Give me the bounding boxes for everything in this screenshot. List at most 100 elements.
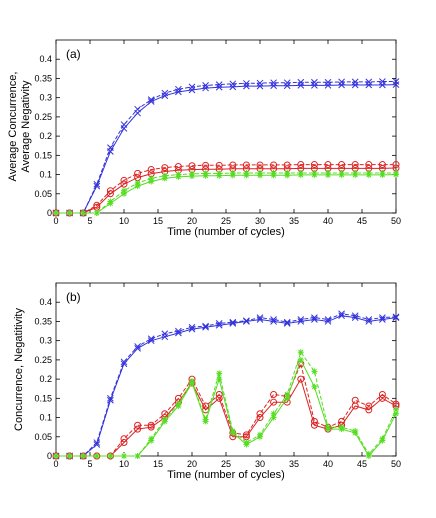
panel-a-series-3-point-6 [134,169,142,177]
panel-b-series-2-point-19 [310,421,318,429]
panel-b-xtick-label-4: 20 [187,459,197,469]
panel-a-series-3-point-17 [283,161,291,169]
panel-a-series-3-point-22 [351,161,359,169]
panel-b-ylabel-0: Concurrence, Negatitivity [13,308,25,431]
panel-a-series-0-point-16-b [270,82,277,90]
panel-a-series-1-point-16-b [270,79,277,87]
panel-a-series-1-point-7-b [147,96,155,103]
panel-b-series-3-point-5 [120,435,128,443]
panel-a-series-1 [52,78,400,217]
panel-b-xlabel: Time (number of cycles) [167,469,285,481]
panel-b-series-5-point-9-d2 [175,401,181,407]
panel-b-series-0-point-24-b [379,316,386,323]
panel-b-series-2-point-23 [365,406,373,414]
panel-b-series-5-point-23-d2 [366,451,372,457]
panel-a-xtick-label-1: 5 [87,216,92,226]
panel-a-series-0-point-8-b [161,92,169,100]
panel-a-series-3-point-13 [229,161,237,169]
panel-b-series-1-point-7-b [147,335,155,343]
panel-a-series-5-point-18-d2 [298,170,304,176]
panel-a-series-1-point-11-b [202,82,209,89]
panel-b-xtick-label-8: 40 [323,459,333,469]
panel-a-series-0-point-20-b [324,82,332,89]
panel-a-series-1-point-4-b [107,144,114,151]
panel-b-xtick-label-0: 0 [53,459,58,469]
panel-b-series-0-point-22-b [351,314,359,321]
panel-b-series-5-point-21-d2 [339,424,345,430]
panel-b-ytick-label-8: 0.4 [39,297,52,307]
panel-b-series-3-point-22 [351,396,359,404]
panel-b-series-2-point-7 [147,423,155,431]
panel-a-series-3-point-20 [324,161,332,169]
panel-a-series-0-point-7-b [147,98,155,105]
panel-a-series-5-point-8-d2 [162,173,168,179]
panel-a-series-0-point-9-b [175,88,182,96]
panel-b-series-0-point-7-b [147,337,155,345]
panel-a: 0 5 10 15 20 25 30 35 40 45 50 0 0.05 0.1 0.15 0.2 0.25 0… [7,39,401,238]
panel-b-series-1-point-16-b [270,316,277,323]
panel-b-series-5-point-19-d2 [311,368,317,374]
panel-b-xtick-label-3: 15 [153,459,163,469]
panel-a-series-1-point-5-b [120,121,128,128]
panel-a-series-1-point-3-b [93,180,101,188]
panel-a-series-0-point-23-b [365,81,373,89]
panel-b-series-0-point-21-b [338,312,345,320]
panel-a-series-1-point-22-b [351,78,359,86]
panel-a-series-5-point-21-d2 [339,170,345,176]
panel-b-series-2-line [56,377,397,457]
panel-a-series-3-point-23 [365,161,373,169]
panel-b-series-1-point-5-b [120,358,128,366]
panel-a-ytick-label-5: 0.25 [34,112,52,122]
panel-a-series-5-point-23-d2 [366,170,372,176]
panel-a-ytick-label-3: 0.15 [34,150,52,160]
panel-b-series-5-point-7-d2 [148,436,154,442]
panel-b-series-4-point-17-d2 [284,395,290,401]
panel-a-series-5-point-5-d2 [121,188,127,194]
panel-b-xtick-label-2: 10 [119,459,129,469]
panel-b-series-0-point-18-b [297,318,305,325]
panel-b-series-2-point-24 [378,394,386,402]
panel-a-series-0-line [56,84,397,214]
panel-b-series-5-point-6-d2 [135,453,141,459]
panel-b-series-1-point-13-b [229,318,237,326]
panel-a-series-5-point-24-d2 [379,170,385,176]
panel-a-ytick-label-2: 0.1 [39,170,52,180]
panel-a-series-0-point-18-b [297,82,305,89]
panel-a-series-0 [52,81,400,217]
panel-a-series-5-point-12-d2 [216,170,222,176]
panel-b-series-1-point-15-b [256,314,264,321]
panel-a-series-3-point-5 [120,176,128,184]
panel-b-series-5-point-10-d2 [189,378,195,384]
panel-b-series-4-point-12-d2 [216,376,222,382]
panel-a-series-1-point-19-b [311,78,318,86]
panel-a-series-5-point-25-d2 [393,170,399,176]
panel-b-series-1-point-14-b [243,317,250,325]
panel-a-xtick-label-10: 50 [391,216,401,226]
panel-b-series-2-point-6 [134,425,142,433]
panel-b-series-0-point-3-b [93,441,101,448]
panel-b-xtick-label-6: 30 [255,459,265,469]
panel-b-series-3-point-16 [270,390,278,398]
panel-b-series-5-point-8-d2 [162,416,168,423]
panel-a-ytick-label-4: 0.2 [39,131,52,141]
panel-a-frame [55,39,397,214]
panel-a-series-1-point-20-b [324,78,332,86]
panel-b-ytick-label-4: 0.2 [39,374,52,384]
panel-b-series-5-point-18-d2 [298,349,304,355]
panel-b-label: (b) [66,290,81,304]
panel-a-series-1-point-17-b [283,79,291,87]
panel-a-xtick-label-3: 15 [153,216,163,226]
panel-a-series-1-point-24-b [379,78,386,85]
panel-b-series-3-point-12 [215,390,223,398]
panel-b-series-2-point-18 [297,375,305,383]
panel-a-series-0-point-13-b [229,83,237,91]
panel-b-series-0-point-25-b [392,314,400,321]
panel-a-series-5-point-0-d2 [53,210,59,216]
panel-b-series-3-point-23 [365,402,373,410]
panel-a-series-3-point-24 [378,161,386,169]
panel-b-series-1-point-18-b [297,316,305,323]
panel-b-series-1-point-4-b [107,394,114,402]
panel-a-series-1-point-9-b [175,85,182,93]
